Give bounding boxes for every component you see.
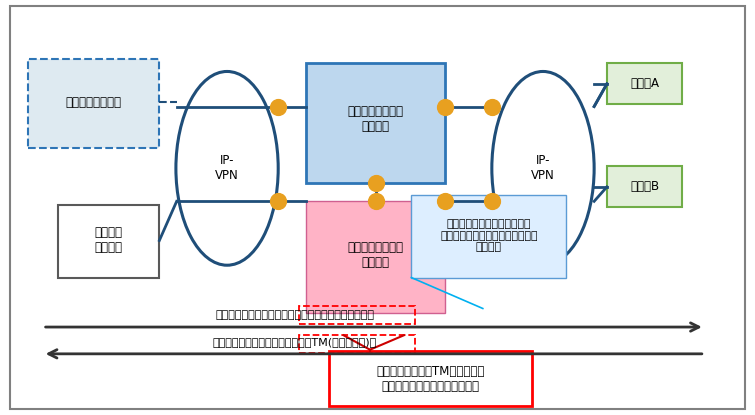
Text: IP-
VPN: IP- VPN — [215, 154, 239, 182]
Text: アグリB: アグリB — [630, 181, 659, 193]
Ellipse shape — [492, 71, 594, 265]
Text: 需給調整市場ではTM情報として
状態報告（応動実績等）が必要: 需給調整市場ではTM情報として 状態報告（応動実績等）が必要 — [376, 365, 485, 393]
Point — [272, 103, 284, 110]
Text: 応動時間の短い電源は上り情
報の「種類・粒度・頻度」が異な
る想定。: 応動時間の短い電源は上り情 報の「種類・粒度・頻度」が異な る想定。 — [440, 219, 538, 252]
FancyBboxPatch shape — [328, 351, 532, 406]
Text: IP-
VPN: IP- VPN — [531, 154, 555, 182]
FancyBboxPatch shape — [28, 59, 159, 148]
Ellipse shape — [176, 71, 278, 265]
Point — [439, 198, 451, 205]
Point — [485, 198, 498, 205]
Text: アグリA: アグリA — [630, 77, 659, 90]
Point — [485, 103, 498, 110]
FancyBboxPatch shape — [607, 63, 683, 105]
FancyBboxPatch shape — [58, 205, 159, 278]
Text: 各社中給システム: 各社中給システム — [66, 96, 122, 109]
Text: 既設運用
拠点端末: 既設運用 拠点端末 — [94, 227, 122, 254]
Point — [272, 198, 284, 205]
FancyBboxPatch shape — [607, 166, 683, 208]
Point — [370, 179, 382, 186]
FancyBboxPatch shape — [411, 195, 565, 278]
Point — [370, 198, 382, 205]
Point — [439, 103, 451, 110]
FancyBboxPatch shape — [11, 6, 744, 409]
FancyBboxPatch shape — [306, 201, 445, 312]
Text: 簡易指令システム
（関西）: 簡易指令システム （関西） — [347, 241, 404, 269]
FancyBboxPatch shape — [306, 63, 445, 183]
Text: 制御情報（死活情報・応諾情報・TM(需要抑制量)）: 制御情報（死活情報・応諾情報・TM(需要抑制量)） — [213, 337, 377, 347]
Text: 簡易指令システム
（東京）: 簡易指令システム （東京） — [347, 105, 404, 133]
Text: 制御情報を送信（需要抑制指令、レポート要求など）: 制御情報を送信（需要抑制指令、レポート要求など） — [215, 310, 374, 320]
